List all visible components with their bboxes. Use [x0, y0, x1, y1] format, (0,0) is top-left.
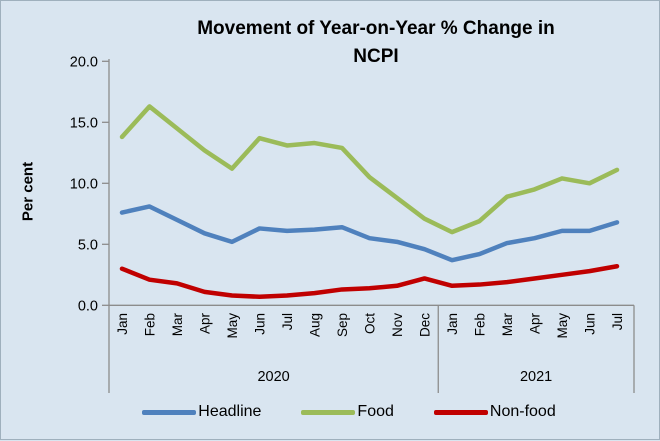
year-group-label: 2021: [520, 369, 552, 385]
chart-title: Movement of Year-on-Year % Change in NCP…: [114, 15, 638, 70]
chart-title-line1: Movement of Year-on-Year % Change in: [197, 18, 555, 39]
y-tick-label: 10.0: [70, 176, 98, 192]
x-tick-label: Jan: [445, 313, 460, 335]
x-tick-label: Jul: [610, 313, 625, 330]
x-tick-label: Apr: [528, 313, 543, 335]
series-line-non-food: [119, 264, 620, 300]
chart-title-line2: NCPI: [353, 45, 399, 67]
year-group-label: 2020: [257, 369, 289, 385]
legend-label-headline: Headline: [198, 403, 262, 420]
x-tick-label: Mar: [500, 312, 515, 336]
x-tick-label: Aug: [308, 313, 323, 337]
food-line-swatch: [301, 409, 356, 415]
legend-item-food: Food: [301, 403, 394, 421]
x-tick-label: May: [555, 313, 570, 339]
series-line-headline: [119, 204, 620, 263]
x-tick-label: Jul: [280, 313, 295, 330]
legend-item-nonfood: Non-food: [433, 403, 556, 421]
x-tick-label: Oct: [363, 313, 378, 334]
x-tick-label: Apr: [198, 313, 213, 335]
chart-legend: Headline Food Non-food: [1, 403, 660, 421]
y-tick-label: 20.0: [70, 54, 98, 70]
x-tick-label: Jun: [253, 313, 268, 335]
x-tick-label: Feb: [143, 313, 158, 336]
x-tick-label: Mar: [170, 312, 185, 336]
x-tick-label: Sep: [335, 313, 350, 337]
x-tick-label: May: [225, 313, 240, 339]
legend-item-headline: Headline: [142, 403, 261, 421]
y-tick-label: 5.0: [78, 237, 98, 253]
nonfood-line-swatch: [433, 409, 488, 415]
x-tick-label: Feb: [473, 313, 488, 336]
legend-label-nonfood: Non-food: [489, 403, 556, 420]
x-tick-label: Nov: [390, 313, 405, 337]
x-tick-label: Jan: [115, 313, 130, 335]
legend-label-food: Food: [357, 403, 394, 420]
y-tick-label: 15.0: [70, 115, 98, 131]
y-tick-label: 0.0: [78, 298, 98, 314]
x-tick-label: Dec: [418, 313, 433, 337]
headline-line-swatch: [142, 409, 197, 415]
x-tick-label: Jun: [583, 313, 598, 335]
series-line-food: [119, 104, 620, 235]
